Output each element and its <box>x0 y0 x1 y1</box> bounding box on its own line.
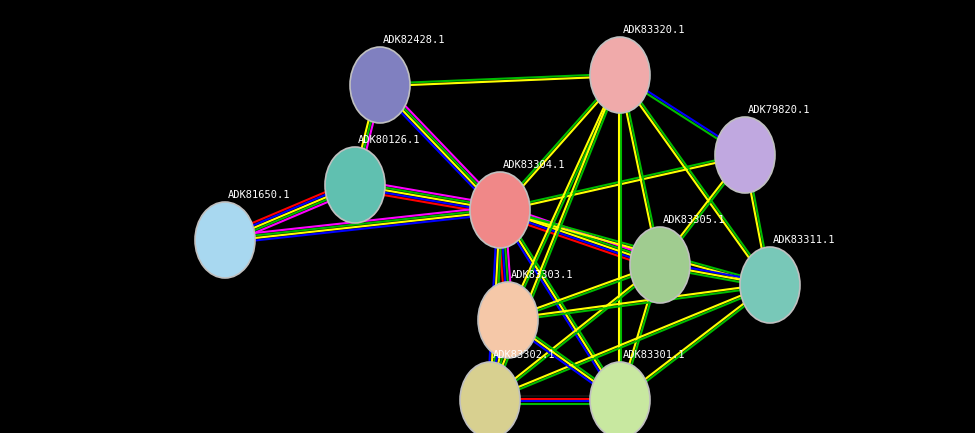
Ellipse shape <box>590 37 650 113</box>
Text: ADK79820.1: ADK79820.1 <box>748 105 810 115</box>
Text: ADK82428.1: ADK82428.1 <box>383 35 446 45</box>
Text: ADK81650.1: ADK81650.1 <box>228 190 291 200</box>
Ellipse shape <box>590 362 650 433</box>
Ellipse shape <box>715 117 775 193</box>
Text: ADK83303.1: ADK83303.1 <box>511 270 573 280</box>
Text: ADK80126.1: ADK80126.1 <box>358 135 420 145</box>
Ellipse shape <box>195 202 255 278</box>
Ellipse shape <box>325 147 385 223</box>
Text: ADK83301.1: ADK83301.1 <box>623 350 685 360</box>
Ellipse shape <box>350 47 410 123</box>
Text: ADK83304.1: ADK83304.1 <box>503 160 566 170</box>
Text: ADK83305.1: ADK83305.1 <box>663 215 725 225</box>
Text: ADK83311.1: ADK83311.1 <box>773 235 836 245</box>
Ellipse shape <box>740 247 800 323</box>
Text: ADK83302.1: ADK83302.1 <box>493 350 556 360</box>
Ellipse shape <box>478 282 538 358</box>
Text: ADK83320.1: ADK83320.1 <box>623 25 685 35</box>
Ellipse shape <box>470 172 530 248</box>
Ellipse shape <box>630 227 690 303</box>
Ellipse shape <box>460 362 520 433</box>
